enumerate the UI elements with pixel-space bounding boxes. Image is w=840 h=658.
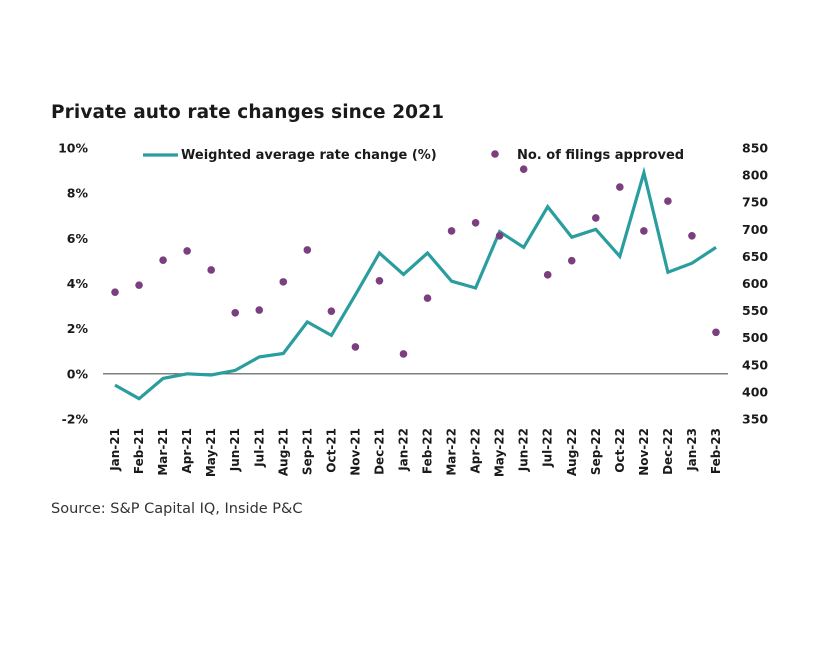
x-tick-label: Sep-21 [300,428,314,475]
filings-approved-dot [495,232,504,240]
filings-approved-dot [303,246,312,254]
filings-approved-dot [159,256,167,264]
left-tick-label: 2% [67,321,89,336]
x-tick-label: Jan-21 [108,428,122,472]
x-tick-label: Mar-22 [445,428,459,476]
rate-change-series [114,166,717,401]
left-tick-label: 8% [67,186,89,201]
filings-approved-dot [183,247,191,255]
x-tick-label: Apr-21 [180,428,194,473]
rate-change-line [114,166,717,401]
x-axis: Jan-21 Feb-21 Mar-21 Apr-21 May-21 Jun-21 Jul-… [108,428,723,477]
x-tick-label: Mar-21 [156,428,170,476]
filings-approved-dot [399,350,408,358]
legend: Weighted average rate change (%) No. of … [143,148,684,163]
left-axis: 10% 8% 6% 4% 2% 0% -2% [58,141,88,427]
filings-approved-dot [567,256,576,265]
x-tick-label: Nov-21 [348,428,362,476]
x-tick-label: May-22 [493,428,507,477]
x-tick-label: Jun-21 [228,428,242,472]
chart-source-note: Source: S&P Capital IQ, Inside P&C [51,501,303,517]
right-tick-label: 750 [742,195,768,210]
x-tick-label: Apr-22 [469,428,483,473]
filings-approved-dot [279,278,288,286]
x-tick-label: May-21 [204,428,218,477]
filings-approved-dot [327,307,336,315]
filings-approved-dot [207,266,215,274]
right-tick-label: 850 [742,141,768,156]
filings-approved-dot [688,232,696,240]
x-tick-label: Jul-22 [541,428,555,468]
x-tick-label: Oct-22 [613,428,627,473]
right-tick-label: 500 [742,330,768,345]
left-tick-label: 6% [67,231,89,246]
x-tick-label: Jun-22 [517,428,531,472]
filings-approved-dot [616,183,624,191]
x-tick-label: Jul-21 [252,428,266,468]
filings-approved-dot [135,281,143,289]
right-tick-label: 450 [742,357,768,372]
right-tick-label: 800 [742,168,768,183]
filings-approved-dot [543,271,552,279]
left-tick-label: -2% [62,412,89,427]
filings-approved-dot [255,306,264,314]
right-tick-label: 350 [742,412,768,427]
x-tick-label: Nov-22 [637,428,651,476]
right-tick-label: 700 [742,222,768,237]
filings-approved-dot [111,288,119,296]
x-tick-label: Oct-21 [324,428,338,473]
legend-label-rate-change: Weighted average rate change (%) [181,148,437,163]
filings-approved-dot [231,308,240,317]
x-tick-label: Jan-22 [396,428,410,472]
filings-approved-dot [423,294,432,302]
x-tick-label: Dec-21 [372,428,386,475]
x-tick-label: Sep-22 [589,428,603,475]
left-tick-label: 4% [67,276,89,291]
filings-approved-series [111,165,720,358]
filings-approved-dot [640,227,648,235]
x-tick-label: Aug-21 [276,428,290,476]
x-tick-label: Feb-22 [421,428,435,474]
left-tick-label: 0% [67,366,89,381]
x-tick-label: Feb-23 [709,428,723,474]
x-tick-label: Aug-22 [565,428,579,476]
right-tick-label: 650 [742,249,768,264]
x-tick-label: Dec-22 [661,428,675,475]
filings-approved-dot [447,227,456,235]
chart-title: Private auto rate changes since 2021 [51,102,445,123]
filings-approved-dot [351,343,360,351]
filings-approved-dot [664,197,672,205]
filings-approved-dot [591,214,600,222]
x-tick-label: Feb-21 [132,428,146,474]
x-tick-label: Jan-23 [685,428,699,472]
filings-approved-dot [375,276,384,285]
right-tick-label: 600 [742,276,768,291]
filings-approved-dot [471,218,480,227]
filings-approved-dot [712,328,720,337]
legend-label-filings: No. of filings approved [517,148,684,163]
left-tick-label: 10% [58,141,88,156]
right-axis: 850 800 750 700 650 600 550 500 450 400 350 [742,141,768,427]
legend-dot-swatch [491,150,499,158]
right-tick-label: 550 [742,303,768,318]
right-tick-label: 400 [742,384,768,399]
filings-approved-dot [519,165,528,173]
